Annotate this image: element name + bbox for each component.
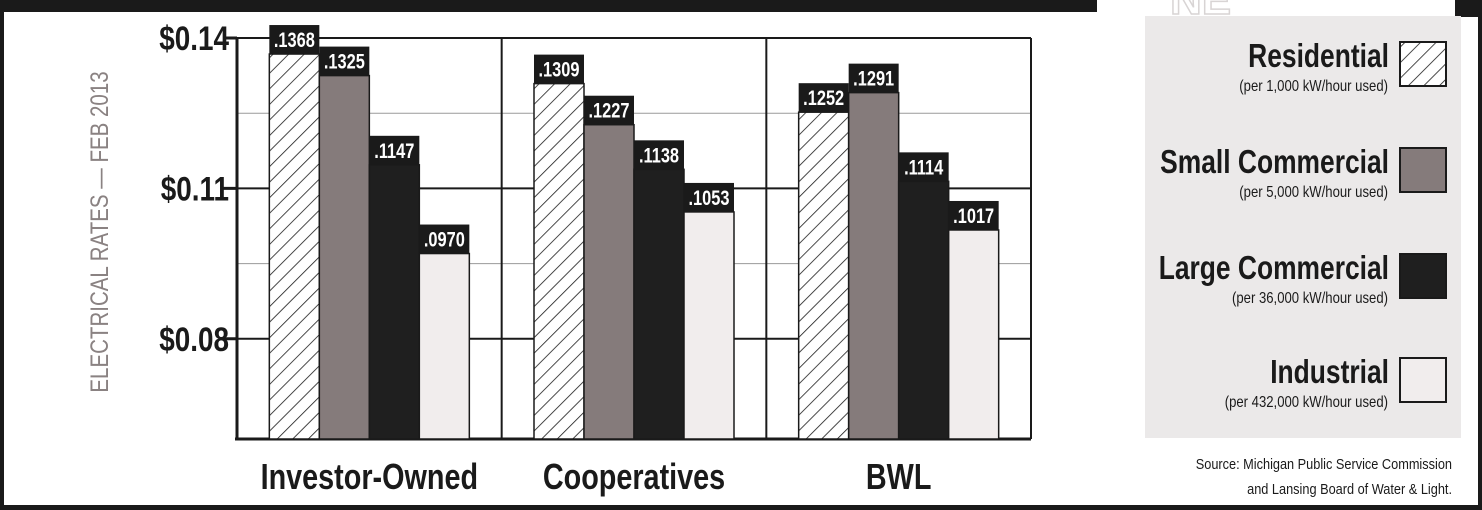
data-label-box [848, 63, 899, 93]
bar-industrial [947, 229, 1000, 440]
data-label-box [534, 54, 584, 84]
data-label: .1309 [539, 58, 580, 81]
legend-swatch [1399, 357, 1447, 403]
x-tick-label: Cooperatives [543, 456, 725, 497]
y-tick-label: $0.14 [159, 19, 229, 57]
bar-small-commercial [847, 91, 900, 440]
legend-note: (per 5,000 kW/hour used) [1239, 184, 1388, 201]
data-label-box [269, 25, 320, 55]
legend-note: (per 1,000 kW/hour used) [1239, 78, 1388, 95]
left-border [0, 0, 4, 510]
data-label-box [319, 46, 370, 76]
legend-label: Small Commercial [1160, 144, 1389, 180]
data-label: .1252 [803, 86, 844, 109]
legend-label: Large Commercial [1159, 250, 1389, 286]
legend-swatch [1399, 253, 1447, 299]
data-label-box [798, 83, 849, 113]
bar-large-commercial [368, 164, 421, 440]
x-tick-label: BWL [866, 456, 932, 497]
data-label: .1227 [589, 99, 630, 122]
bar-residential [268, 53, 321, 440]
legend-swatch [1399, 41, 1447, 87]
bar-small-commercial [318, 74, 371, 440]
y-axis-label: ELECTRICAL RATES — FEB 2013 [85, 71, 113, 392]
data-label: .1325 [324, 50, 365, 73]
legend-note: (per 432,000 kW/hour used) [1225, 394, 1388, 411]
data-label: .1368 [274, 28, 315, 51]
bar-large-commercial [633, 168, 685, 440]
bar-industrial [418, 252, 471, 440]
top-right-black-bar [1455, 0, 1482, 17]
data-label: .1053 [689, 186, 730, 209]
bar-industrial [683, 211, 735, 440]
data-label-box [948, 200, 999, 230]
data-label-box [419, 224, 470, 254]
data-label-box [898, 152, 949, 182]
bar-residential [533, 82, 585, 440]
source-line-1: Source: Michigan Public Service Commissi… [1196, 455, 1452, 472]
source-line-2: and Lansing Board of Water & Light. [1247, 480, 1452, 497]
legend-label: Industrial [1270, 354, 1389, 390]
data-label-box [634, 140, 684, 170]
data-label: .1147 [374, 139, 414, 162]
top-black-bar [0, 0, 1097, 12]
y-tick-label: $0.08 [159, 320, 229, 358]
data-label-box [369, 135, 420, 165]
plot-area: $0.14 $0.11 $0.08 .1368 .1325 .1147 .0970 Inves… [159, 19, 1032, 497]
data-label: .1138 [639, 143, 679, 166]
bar-large-commercial [897, 180, 950, 440]
data-label-box [684, 182, 734, 212]
data-label: .1017 [953, 204, 994, 227]
data-label: .1291 [853, 67, 894, 90]
data-label: .1114 [904, 155, 944, 178]
bar-small-commercial [583, 123, 635, 440]
data-label: .0970 [424, 228, 465, 251]
data-label-box [584, 95, 634, 125]
bottom-border [0, 505, 1482, 510]
legend-swatch [1399, 147, 1447, 193]
legend-note: (per 36,000 kW/hour used) [1232, 290, 1388, 307]
right-border [1478, 0, 1482, 510]
x-tick-label: Investor-Owned [261, 456, 478, 497]
legend: Residential (per 1,000 kW/hour used) Small… [1159, 38, 1447, 411]
bar-residential [797, 111, 850, 440]
legend-label: Residential [1248, 38, 1389, 74]
y-tick-label: $0.11 [161, 170, 229, 208]
